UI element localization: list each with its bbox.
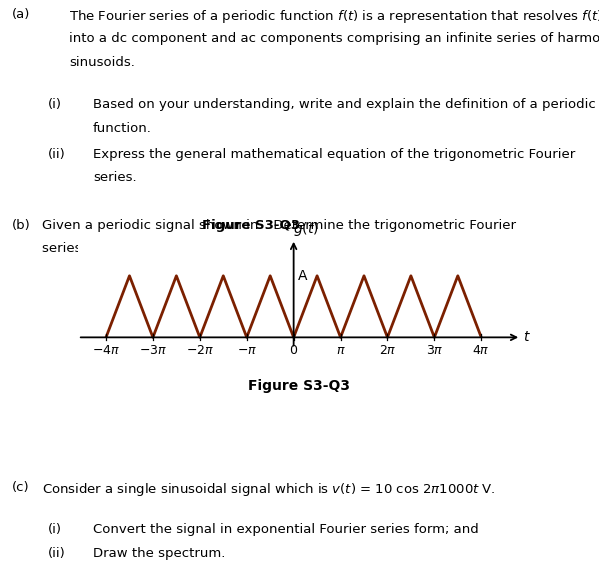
Text: $-2\pi$: $-2\pi$ bbox=[186, 344, 214, 357]
Text: Convert the signal in exponential Fourier series form; and: Convert the signal in exponential Fourie… bbox=[93, 523, 479, 536]
Text: $\pi$: $\pi$ bbox=[335, 344, 346, 357]
Text: $-\pi$: $-\pi$ bbox=[237, 344, 257, 357]
Text: $-4\pi$: $-4\pi$ bbox=[92, 344, 120, 357]
Text: A: A bbox=[298, 269, 308, 283]
Text: Figure S3-Q3: Figure S3-Q3 bbox=[202, 219, 301, 232]
Text: (ii): (ii) bbox=[48, 547, 66, 560]
Text: Given a periodic signal shown in: Given a periodic signal shown in bbox=[42, 219, 262, 232]
Text: (a): (a) bbox=[12, 8, 31, 21]
Text: (i): (i) bbox=[48, 98, 62, 111]
Text: $g(t)$: $g(t)$ bbox=[293, 220, 319, 238]
Text: (c): (c) bbox=[12, 481, 29, 493]
Text: $t$: $t$ bbox=[524, 330, 531, 345]
Text: . Determine the trigonometric Fourier: . Determine the trigonometric Fourier bbox=[265, 219, 516, 232]
Text: Draw the spectrum.: Draw the spectrum. bbox=[93, 547, 225, 560]
Text: function.: function. bbox=[93, 122, 152, 135]
Text: Figure S3-Q3: Figure S3-Q3 bbox=[249, 379, 350, 393]
Text: Consider a single sinusoidal signal which is $v(t)$ = 10 cos 2$\pi$1000$t$ V.: Consider a single sinusoidal signal whic… bbox=[42, 481, 495, 497]
Text: Based on your understanding, write and explain the definition of a periodic: Based on your understanding, write and e… bbox=[93, 98, 595, 111]
Text: $-3\pi$: $-3\pi$ bbox=[139, 344, 167, 357]
Text: series.: series. bbox=[93, 171, 137, 184]
Text: $2\pi$: $2\pi$ bbox=[379, 344, 397, 357]
Text: $0$: $0$ bbox=[289, 344, 298, 357]
Text: sinusoids.: sinusoids. bbox=[69, 56, 135, 69]
Text: (b): (b) bbox=[12, 219, 31, 232]
Text: Express the general mathematical equation of the trigonometric Fourier: Express the general mathematical equatio… bbox=[93, 148, 575, 161]
Text: (ii): (ii) bbox=[48, 148, 66, 161]
Text: $3\pi$: $3\pi$ bbox=[425, 344, 443, 357]
Text: The Fourier series of a periodic function $f(t)$ is a representation that resolv: The Fourier series of a periodic functio… bbox=[69, 8, 599, 25]
Text: (i): (i) bbox=[48, 523, 62, 536]
Text: into a dc component and ac components comprising an infinite series of harmonic: into a dc component and ac components co… bbox=[69, 32, 599, 45]
Text: $4\pi$: $4\pi$ bbox=[473, 344, 490, 357]
Text: series for the given signal.: series for the given signal. bbox=[42, 242, 219, 255]
